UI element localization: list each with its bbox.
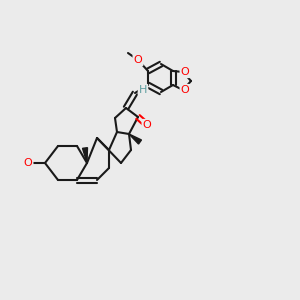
Text: H: H [139,85,147,95]
Polygon shape [129,134,142,144]
Text: O: O [181,85,189,95]
Text: O: O [24,158,32,168]
Text: O: O [142,120,152,130]
Polygon shape [82,148,88,163]
Text: O: O [181,67,189,77]
Text: O: O [134,55,142,65]
